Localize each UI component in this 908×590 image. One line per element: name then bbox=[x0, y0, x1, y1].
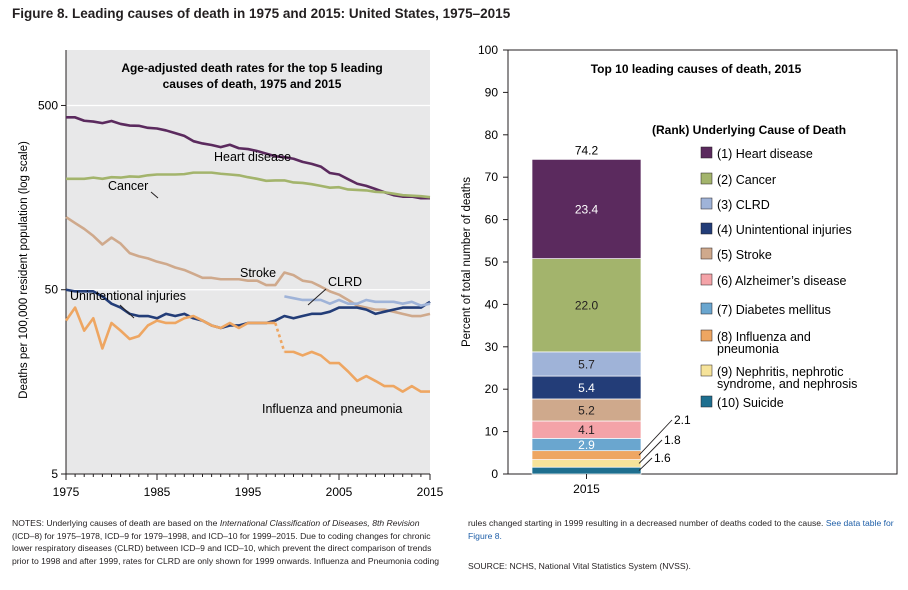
x-tick-label: 1985 bbox=[144, 485, 171, 499]
series-label-heart-disease: Heart disease bbox=[214, 150, 291, 164]
bar-segment-1-heart-disease bbox=[531, 159, 642, 259]
bar-value-label: 5.4 bbox=[578, 381, 595, 395]
clrd-leader-line bbox=[307, 288, 327, 306]
legend-label: (3) CLRD bbox=[717, 198, 770, 212]
legend-label: pneumonia bbox=[717, 342, 779, 356]
bar-y-tick-label: 10 bbox=[485, 425, 499, 439]
legend-label: (6) Alzheimer’s disease bbox=[717, 274, 847, 288]
legend-swatch-3-clrd bbox=[700, 197, 713, 210]
flu-coding-change-dashed-line bbox=[274, 322, 286, 353]
legend-swatch-7-diabetes-mellitus bbox=[700, 302, 713, 315]
bar-segment-2-cancer bbox=[531, 258, 642, 353]
icd8-name: International Classification of Diseases… bbox=[219, 518, 420, 528]
line-chart-background bbox=[66, 50, 430, 474]
legend-swatch-8-influenza-and-pneumonia bbox=[700, 329, 713, 342]
bar-value-label: 5.7 bbox=[578, 357, 595, 371]
callout-leader-line bbox=[638, 419, 673, 456]
legend-swatch-1-heart-disease bbox=[700, 146, 713, 159]
bar-y-tick-label: 20 bbox=[485, 382, 499, 396]
bar-y-tick-label: 50 bbox=[485, 255, 499, 269]
legend-label: (2) Cancer bbox=[717, 173, 776, 187]
bar-value-label: 2.9 bbox=[578, 438, 595, 452]
legend-label: (7) Diabetes mellitus bbox=[717, 303, 831, 317]
bar-value-label: 4.1 bbox=[578, 423, 595, 437]
bar-total-label: 74.2 bbox=[575, 143, 599, 157]
bar-callout-label: 2.1 bbox=[674, 413, 691, 427]
notes-prefix: NOTES: Underlying causes of death are ba… bbox=[12, 518, 220, 528]
bar-callout-label: 1.8 bbox=[664, 433, 681, 447]
line-chart-y-label: Deaths per 100,000 resident population (… bbox=[18, 141, 30, 399]
injuries-leader-line bbox=[119, 304, 135, 319]
notes-right: rules changed starting in 1999 resulting… bbox=[468, 517, 898, 542]
bar-segment-10-suicide bbox=[531, 466, 642, 475]
bar-y-tick-label: 70 bbox=[485, 170, 499, 184]
series-line-cancer bbox=[66, 171, 431, 199]
series-line-influenza-and-pneumonia bbox=[64, 306, 276, 350]
legend-label: syndrome, and nephrosis bbox=[717, 377, 857, 391]
legend-label: (10) Suicide bbox=[717, 396, 784, 410]
x-tick-label: 2015 bbox=[417, 485, 444, 499]
bar-y-tick-label: 0 bbox=[491, 467, 498, 481]
x-tick-label: 1975 bbox=[53, 485, 80, 499]
notes-continued: rules changed starting in 1999 resulting… bbox=[468, 518, 826, 528]
legend-label: (5) Stroke bbox=[717, 248, 772, 262]
legend-label: (4) Unintentional injuries bbox=[717, 223, 852, 237]
y-tick-label: 50 bbox=[45, 283, 59, 297]
series-line-heart-disease bbox=[66, 116, 430, 200]
legend-swatch-6-alzheimer-s-disease bbox=[700, 273, 713, 286]
line-chart-title-line1: Age-adjusted death rates for the top 5 l… bbox=[121, 61, 382, 75]
data-table-link[interactable]: See data table for Figure 8. bbox=[468, 518, 894, 541]
series-label-clrd: CLRD bbox=[328, 275, 362, 289]
bar-x-tick-label: 2015 bbox=[573, 482, 600, 496]
notes-rest: (ICD–8) for 1975–1978, ICD–9 for 1979–19… bbox=[12, 530, 440, 566]
bar-segment-3-clrd bbox=[531, 351, 642, 377]
y-tick-label: 5 bbox=[51, 467, 58, 481]
series-line-clrd bbox=[284, 295, 431, 307]
series-line-stroke bbox=[65, 215, 431, 318]
line-chart-title-line2: causes of death, 1975 and 2015 bbox=[163, 77, 342, 91]
series-label-influenza-and-pneumonia: Influenza and pneumonia bbox=[262, 402, 402, 416]
bar-y-tick-label: 80 bbox=[485, 128, 499, 142]
bar-callout-label: 1.6 bbox=[654, 451, 671, 465]
legend-label: (9) Nephritis, nephrotic bbox=[717, 365, 843, 379]
series-label-stroke: Stroke bbox=[240, 266, 276, 280]
cancer-leader-line bbox=[150, 191, 159, 199]
bar-y-tick-label: 90 bbox=[485, 85, 499, 99]
legend-title: (Rank) Underlying Cause of Death bbox=[652, 123, 846, 137]
bar-segment-9-nephritis-nephrotic-syndrome-and-nephrosis bbox=[531, 459, 642, 468]
series-line-influenza-and-pneumonia-1999-on bbox=[284, 350, 430, 393]
legend-swatch-4-unintentional-injuries bbox=[700, 222, 713, 235]
x-tick-label: 2005 bbox=[326, 485, 353, 499]
bar-chart-y-label: Percent of total number of deaths bbox=[461, 177, 473, 347]
callout-leader-line bbox=[638, 457, 653, 471]
figure-title: Figure 8. Leading causes of death in 197… bbox=[12, 6, 511, 21]
bar-y-tick-label: 60 bbox=[485, 213, 499, 227]
legend-label: (8) Influenza and bbox=[717, 330, 811, 344]
legend-swatch-5-stroke bbox=[700, 247, 713, 260]
callout-leader-line bbox=[638, 439, 663, 464]
y-tick-label: 500 bbox=[38, 98, 58, 112]
series-label-cancer: Cancer bbox=[108, 179, 148, 193]
legend-swatch-10-suicide bbox=[700, 395, 713, 408]
bar-y-tick-label: 40 bbox=[485, 297, 499, 311]
notes-left: NOTES: Underlying causes of death are ba… bbox=[12, 517, 444, 567]
legend-swatch-9-nephritis-nephrotic-syndrome-and-nephrosis bbox=[700, 364, 713, 377]
bar-value-label: 23.4 bbox=[575, 203, 599, 217]
bar-y-tick-label: 100 bbox=[478, 43, 498, 57]
legend-label: (1) Heart disease bbox=[717, 147, 813, 161]
series-label-unintentional-injuries: Unintentional injuries bbox=[70, 289, 186, 303]
bar-y-tick-label: 30 bbox=[485, 340, 499, 354]
bar-value-label: 5.2 bbox=[578, 403, 595, 417]
bar-value-label: 22.0 bbox=[575, 299, 599, 313]
bar-chart-title: Top 10 leading causes of death, 2015 bbox=[591, 62, 802, 76]
source-note: SOURCE: NCHS, National Vital Statistics … bbox=[468, 561, 691, 571]
legend-swatch-2-cancer bbox=[700, 172, 713, 185]
x-tick-label: 1995 bbox=[235, 485, 262, 499]
